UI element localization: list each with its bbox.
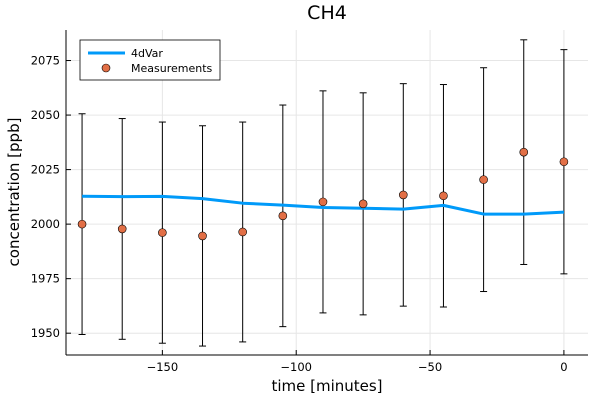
measurement-point [238, 227, 247, 237]
chart-title: CH4 [307, 2, 347, 24]
y-tick-label: 2075 [31, 54, 60, 68]
measurement-point [158, 228, 167, 237]
x-tick-label: −150 [147, 360, 179, 374]
measurement-point [117, 224, 127, 234]
measurement-point [398, 190, 408, 200]
y-tick-label: 2025 [31, 163, 60, 177]
grid [66, 30, 588, 355]
y-tick-label: 2000 [31, 217, 60, 231]
measurement-points [77, 147, 569, 241]
legend-marker-swatch [101, 63, 111, 73]
x-tick-label: −50 [418, 360, 442, 374]
y-tick-label: 1975 [31, 272, 60, 286]
x-axis-label: time [minutes] [271, 377, 382, 395]
measurement-point [318, 197, 328, 207]
error-bars [78, 39, 568, 347]
measurement-point [278, 211, 288, 221]
measurement-point [77, 219, 87, 229]
legend-box [79, 39, 221, 81]
y-tick-label: 2050 [31, 108, 60, 122]
y-axis-ticks: 1950 1975 2000 2025 2050 2075 [31, 54, 71, 340]
series-line-4dvar [82, 194, 564, 216]
legend: 4dVar Measurements [79, 39, 221, 81]
legend-label-4dvar: 4dVar [131, 47, 163, 60]
x-tick-label: −100 [280, 360, 312, 374]
measurement-point [519, 147, 529, 157]
measurement-point [559, 157, 569, 167]
y-axis-label: concentration [ppb] [5, 118, 23, 267]
measurement-point [439, 191, 448, 201]
measurement-point [198, 231, 207, 241]
y-tick-label: 1950 [31, 326, 60, 340]
x-axis-ticks: −150 −100 −50 0 [147, 350, 568, 374]
measurement-point [358, 199, 368, 209]
x-tick-label: 0 [560, 360, 567, 374]
measurement-point [479, 175, 488, 184]
legend-label-measurements: Measurements [131, 62, 213, 75]
